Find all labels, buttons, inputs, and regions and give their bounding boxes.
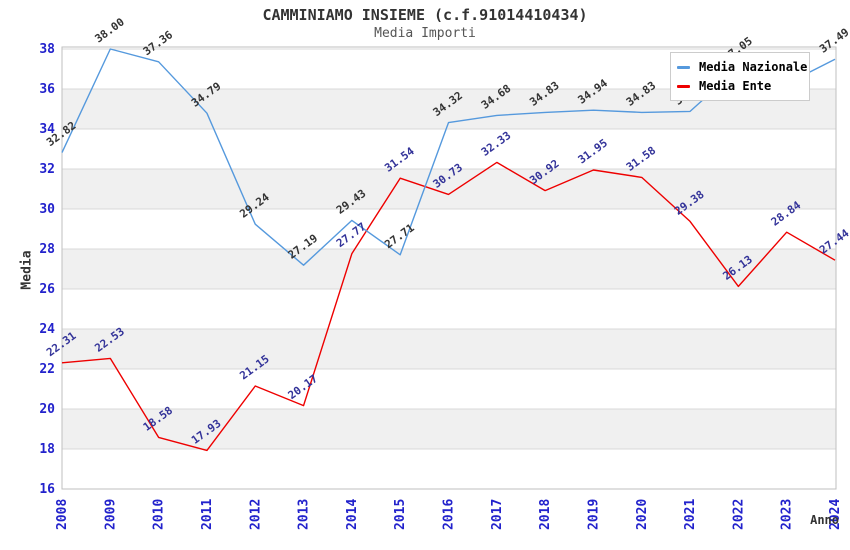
y-tick-label: 38 <box>39 42 55 57</box>
x-tick-label: 2015 <box>393 499 408 530</box>
legend-item-media-ente: Media Ente <box>671 79 809 93</box>
legend-swatch-media-nazionale <box>677 65 690 69</box>
plot-bands <box>62 89 836 449</box>
x-tick-label: 2021 <box>683 499 698 530</box>
legend-item-media-nazionale: Media Nazionale <box>671 60 809 74</box>
x-tick-label: 2022 <box>731 499 746 530</box>
point-label: 27.71 <box>382 221 417 251</box>
x-tick-label: 2017 <box>490 499 505 530</box>
legend-label-media-nazionale: Media Nazionale <box>699 60 808 74</box>
x-tick-label: 2012 <box>248 499 263 530</box>
y-axis-title: Media <box>19 250 35 290</box>
x-tick-label: 2014 <box>345 499 360 530</box>
point-label: 31.95 <box>576 136 610 166</box>
y-tick-label: 16 <box>39 482 55 497</box>
x-tick-label: 2016 <box>442 499 457 530</box>
x-tick-label: 2020 <box>635 499 650 530</box>
chart-subtitle: Media Importi <box>374 26 476 41</box>
y-tick-label: 20 <box>39 402 55 417</box>
legend: Media Nazionale Media Ente <box>670 52 810 101</box>
x-tick-label: 2009 <box>103 499 118 530</box>
point-label: 37.49 <box>817 26 850 56</box>
x-tick-label: 2013 <box>297 499 312 530</box>
point-label: 32.33 <box>479 129 513 159</box>
legend-label-media-ente: Media Ente <box>699 79 772 93</box>
point-label: 20.17 <box>286 372 320 402</box>
x-tick-label: 2019 <box>586 499 601 530</box>
y-tick-label: 18 <box>39 442 55 457</box>
x-tick-label: 2010 <box>152 499 167 530</box>
legend-swatch-media-ente <box>677 84 690 88</box>
y-tick-label: 36 <box>39 82 55 97</box>
y-tick-label: 22 <box>39 362 55 377</box>
y-tick-label: 24 <box>39 322 55 337</box>
x-tick-label: 2011 <box>200 499 215 530</box>
x-tick-label: 2024 <box>828 499 843 530</box>
x-axis-title: Anno <box>810 513 839 527</box>
y-tick-label: 34 <box>39 122 55 137</box>
x-tick-labels: 2008 2009 2010 2011 2012 2013 2014 2015 2016 2017… <box>55 499 843 530</box>
x-tick-label: 2023 <box>780 499 795 530</box>
series-line-media-ente <box>61 161 836 452</box>
plot-border <box>61 46 837 490</box>
x-tick-label: 2008 <box>55 499 70 530</box>
y-tick-labels: 16 18 20 22 24 26 28 30 32 34 36 38 <box>39 42 55 497</box>
y-tick-label: 30 <box>39 202 55 217</box>
chart-title: CAMMINIAMO INSIEME (c.f.91014410434) <box>262 6 588 24</box>
point-label: 38.00 <box>92 15 126 45</box>
x-tick-label: 2018 <box>538 499 553 530</box>
y-gridlines <box>62 48 836 490</box>
y-tick-label: 32 <box>39 162 55 177</box>
y-tick-label: 26 <box>39 282 55 297</box>
y-tick-label: 28 <box>39 242 55 257</box>
point-label: 37.36 <box>141 28 176 58</box>
